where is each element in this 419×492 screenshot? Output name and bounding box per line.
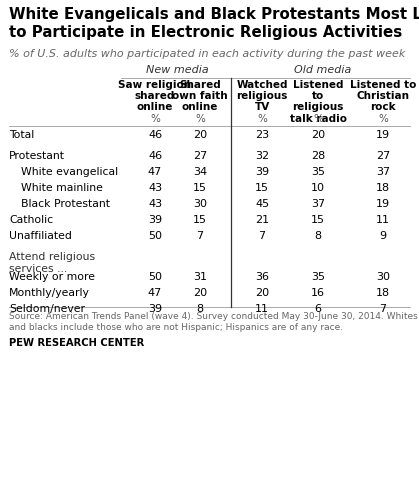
Text: White evangelical: White evangelical bbox=[21, 167, 118, 177]
Text: Old media: Old media bbox=[294, 65, 351, 75]
Text: 46: 46 bbox=[148, 130, 162, 140]
Text: 19: 19 bbox=[376, 199, 390, 209]
Text: Seldom/never: Seldom/never bbox=[9, 304, 85, 314]
Text: 32: 32 bbox=[255, 151, 269, 161]
Text: 9: 9 bbox=[380, 231, 387, 241]
Text: 20: 20 bbox=[193, 288, 207, 298]
Text: %: % bbox=[150, 114, 160, 124]
Text: 37: 37 bbox=[311, 199, 325, 209]
Text: 47: 47 bbox=[148, 167, 162, 177]
Text: 27: 27 bbox=[376, 151, 390, 161]
Text: 28: 28 bbox=[311, 151, 325, 161]
Text: Unaffiliated: Unaffiliated bbox=[9, 231, 72, 241]
Text: 39: 39 bbox=[255, 167, 269, 177]
Text: New media: New media bbox=[146, 65, 209, 75]
Text: 20: 20 bbox=[193, 130, 207, 140]
Text: % of U.S. adults who participated in each activity during the past week: % of U.S. adults who participated in eac… bbox=[9, 49, 405, 59]
Text: Monthly/yearly: Monthly/yearly bbox=[9, 288, 90, 298]
Text: 19: 19 bbox=[376, 130, 390, 140]
Text: 6: 6 bbox=[315, 304, 321, 314]
Text: Listened to
Christian
rock: Listened to Christian rock bbox=[350, 80, 416, 112]
Text: %: % bbox=[378, 114, 388, 124]
Text: 30: 30 bbox=[193, 199, 207, 209]
Text: Protestant: Protestant bbox=[9, 151, 65, 161]
Text: %: % bbox=[313, 114, 323, 124]
Text: 15: 15 bbox=[193, 215, 207, 225]
Text: 20: 20 bbox=[311, 130, 325, 140]
Text: 27: 27 bbox=[193, 151, 207, 161]
Text: White Evangelicals and Black Protestants Most Likely
to Participate in Electroni: White Evangelicals and Black Protestants… bbox=[9, 7, 419, 40]
Text: 15: 15 bbox=[255, 183, 269, 193]
Text: 34: 34 bbox=[193, 167, 207, 177]
Text: %: % bbox=[257, 114, 267, 124]
Text: 8: 8 bbox=[314, 231, 321, 241]
Text: 46: 46 bbox=[148, 151, 162, 161]
Text: 39: 39 bbox=[148, 215, 162, 225]
Text: 39: 39 bbox=[148, 304, 162, 314]
Text: 15: 15 bbox=[311, 215, 325, 225]
Text: 8: 8 bbox=[197, 304, 204, 314]
Text: 7: 7 bbox=[259, 231, 266, 241]
Text: 7: 7 bbox=[197, 231, 204, 241]
Text: 18: 18 bbox=[376, 288, 390, 298]
Text: 31: 31 bbox=[193, 272, 207, 282]
Text: Listened
to
religious
talk radio: Listened to religious talk radio bbox=[290, 80, 347, 123]
Text: 50: 50 bbox=[148, 231, 162, 241]
Text: Total: Total bbox=[9, 130, 34, 140]
Text: Weekly or more: Weekly or more bbox=[9, 272, 95, 282]
Text: 36: 36 bbox=[255, 272, 269, 282]
Text: 23: 23 bbox=[255, 130, 269, 140]
Text: 20: 20 bbox=[255, 288, 269, 298]
Text: Shared
own faith
online: Shared own faith online bbox=[172, 80, 228, 112]
Text: Attend religious
services ...: Attend religious services ... bbox=[9, 252, 95, 274]
Text: 35: 35 bbox=[311, 167, 325, 177]
Text: Watched
religious
TV: Watched religious TV bbox=[236, 80, 288, 112]
Text: 37: 37 bbox=[376, 167, 390, 177]
Text: 16: 16 bbox=[311, 288, 325, 298]
Text: 21: 21 bbox=[255, 215, 269, 225]
Text: 45: 45 bbox=[255, 199, 269, 209]
Text: 30: 30 bbox=[376, 272, 390, 282]
Text: 11: 11 bbox=[255, 304, 269, 314]
Text: 50: 50 bbox=[148, 272, 162, 282]
Text: Saw religion
shared
online: Saw religion shared online bbox=[119, 80, 191, 112]
Text: 15: 15 bbox=[193, 183, 207, 193]
Text: Catholic: Catholic bbox=[9, 215, 53, 225]
Text: 43: 43 bbox=[148, 183, 162, 193]
Text: 10: 10 bbox=[311, 183, 325, 193]
Text: %: % bbox=[195, 114, 205, 124]
Text: White mainline: White mainline bbox=[21, 183, 103, 193]
Text: 43: 43 bbox=[148, 199, 162, 209]
Text: Black Protestant: Black Protestant bbox=[21, 199, 110, 209]
Text: PEW RESEARCH CENTER: PEW RESEARCH CENTER bbox=[9, 338, 144, 348]
Text: 35: 35 bbox=[311, 272, 325, 282]
Text: 7: 7 bbox=[380, 304, 387, 314]
Text: 47: 47 bbox=[148, 288, 162, 298]
Text: Source: American Trends Panel (wave 4). Survey conducted May 30-June 30, 2014. W: Source: American Trends Panel (wave 4). … bbox=[9, 312, 418, 332]
Text: 11: 11 bbox=[376, 215, 390, 225]
Text: 18: 18 bbox=[376, 183, 390, 193]
